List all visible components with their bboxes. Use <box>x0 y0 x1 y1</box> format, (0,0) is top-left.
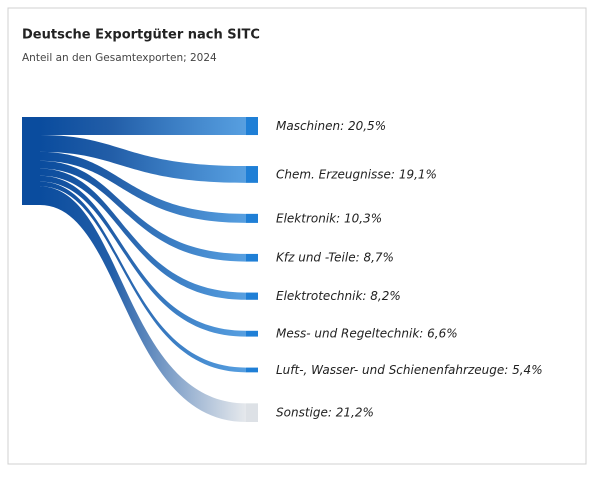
target-node <box>246 330 258 337</box>
value-label: 20,5% <box>348 119 386 133</box>
value-label: 10,3% <box>344 211 382 225</box>
category-name: Kfz und -Teile: <box>276 250 360 264</box>
category-name: Elektronik: <box>276 211 340 225</box>
category-label: Elektrotechnik: 8,2% <box>276 289 401 303</box>
flow-band <box>40 117 246 136</box>
category-label: Kfz und -Teile: 8,7% <box>276 250 394 264</box>
category-name: Mess- und Regeltechnik: <box>276 326 423 340</box>
category-name: Maschinen: <box>276 119 344 133</box>
category-name: Luft-, Wasser- und Schienenfahrzeuge: <box>276 362 508 376</box>
value-label: 19,1% <box>399 167 437 181</box>
category-label: Sonstige: 21,2% <box>276 405 374 419</box>
value-label: 5,4% <box>512 362 543 376</box>
flow-band <box>40 186 246 422</box>
source-node <box>22 117 40 205</box>
category-label: Maschinen: 20,5% <box>276 119 386 133</box>
chart-subtitle: Anteil an den Gesamtexporten; 2024 <box>22 52 217 64</box>
value-label: 8,7% <box>363 250 394 264</box>
category-label: Chem. Erzeugnisse: 19,1% <box>276 167 437 181</box>
category-label: Elektronik: 10,3% <box>276 211 382 225</box>
target-node <box>246 367 258 373</box>
target-node <box>246 292 258 300</box>
category-name: Elektrotechnik: <box>276 289 366 303</box>
flow-band <box>40 135 246 183</box>
target-node <box>246 403 258 422</box>
value-label: 8,2% <box>370 289 401 303</box>
value-label: 6,6% <box>427 326 458 340</box>
value-label: 21,2% <box>336 405 374 419</box>
chart-title: Deutsche Exportgüter nach SITC <box>22 28 260 43</box>
target-node <box>246 166 258 183</box>
category-label: Luft-, Wasser- und Schienenfahrzeuge: 5,… <box>276 362 543 376</box>
category-label: Mess- und Regeltechnik: 6,6% <box>276 326 458 340</box>
flow-band <box>40 151 246 223</box>
category-name: Sonstige: <box>276 405 332 419</box>
target-node <box>246 213 258 223</box>
category-name: Chem. Erzeugnisse: <box>276 167 395 181</box>
target-node <box>246 117 258 136</box>
target-node <box>246 253 258 262</box>
